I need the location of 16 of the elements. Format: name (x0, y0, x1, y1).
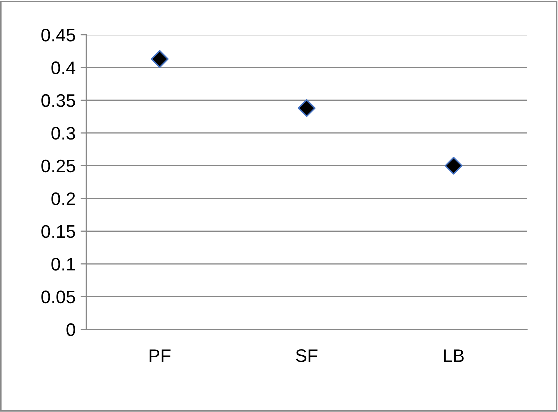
y-tick-label: 0.15 (42, 225, 76, 238)
point (444, 157, 463, 175)
x-tick-label: LB (444, 350, 464, 362)
x-tick-label: PF (150, 350, 171, 362)
y-tick-label: 0.1 (52, 258, 76, 271)
y-tick-label: 0.05 (42, 290, 76, 304)
x-tick-label: SF (296, 350, 318, 362)
y-tick-label: 0 (66, 324, 76, 336)
y-tick-label: 0.4 (52, 62, 76, 74)
y-tick-label: 0.25 (42, 160, 76, 173)
point (298, 99, 316, 118)
y-tick-label: 0.2 (52, 192, 76, 206)
y-tick-label: 0.3 (52, 127, 76, 140)
point (151, 50, 169, 68)
y-tick-label: 0.35 (42, 94, 76, 108)
y-tick-label: 0.45 (42, 28, 76, 42)
